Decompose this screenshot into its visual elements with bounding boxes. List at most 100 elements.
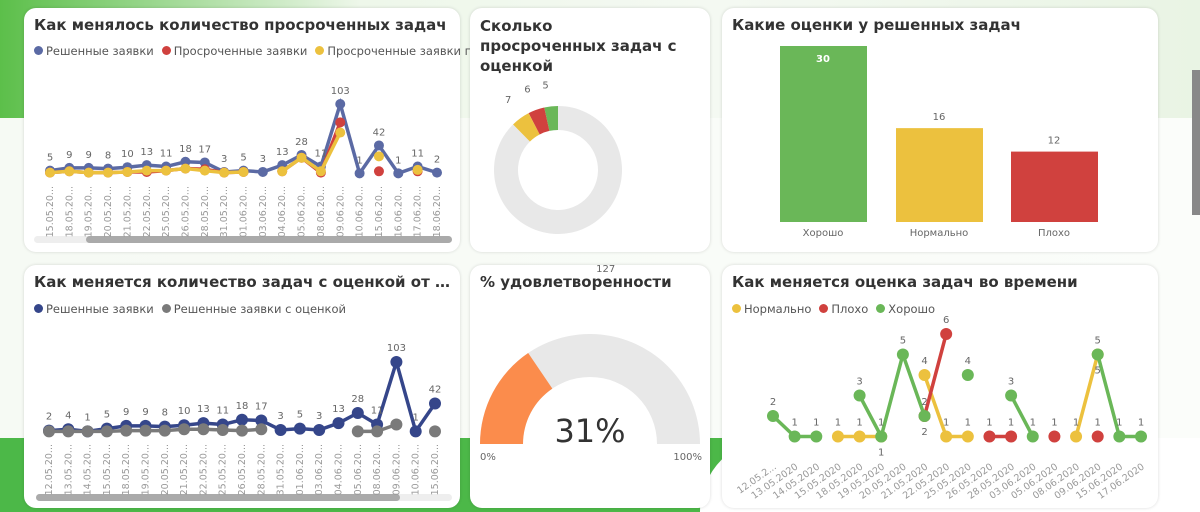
data-label: 3 <box>277 411 283 422</box>
data-label: 3 <box>316 411 322 422</box>
data-point <box>332 417 345 430</box>
data-label: 1 <box>1116 418 1122 429</box>
x-tick-label: 14.05.20... <box>83 444 94 495</box>
legend-item[interactable]: Решенные заявки с оценкой <box>161 302 346 316</box>
donut-slice <box>494 106 622 235</box>
data-point <box>81 425 94 438</box>
legend-item[interactable]: Плохо <box>819 302 868 316</box>
data-point <box>122 166 133 177</box>
legend-dot-icon <box>315 46 325 55</box>
data-label: 1 <box>943 418 949 429</box>
x-tick-label: 18.05.20... <box>121 444 132 495</box>
data-point <box>335 117 346 128</box>
x-tick-label: 05.06.20... <box>297 186 308 237</box>
legend-label: Нормально <box>744 302 812 316</box>
data-label: 13 <box>276 147 289 158</box>
rated-vs-solved-card: Как меняется количество задач с оценкой … <box>24 265 460 508</box>
data-point <box>103 167 114 178</box>
data-point <box>767 410 779 422</box>
data-point <box>1113 430 1126 443</box>
x-tick-label: 15.05.20... <box>45 186 56 237</box>
data-label: 13 <box>140 147 153 158</box>
data-label: 5 <box>1095 336 1101 347</box>
series-line <box>49 427 262 434</box>
data-point <box>429 425 441 438</box>
data-point <box>351 425 364 438</box>
data-point <box>199 165 210 176</box>
data-point <box>918 410 931 422</box>
data-label: 5 <box>240 153 246 164</box>
slice-label: 5 <box>542 80 548 91</box>
series-line <box>281 131 342 174</box>
horizontal-scrollbar[interactable] <box>36 494 452 501</box>
data-label: 10 <box>178 406 191 417</box>
x-tick-label: 05.06.20... <box>353 444 364 495</box>
data-label: 9 <box>66 150 72 161</box>
data-label: 42 <box>429 384 442 395</box>
bar <box>780 46 867 222</box>
legend-item[interactable]: Решенные заявки <box>34 44 154 58</box>
x-tick-label: 04.06.20... <box>277 186 288 237</box>
data-label: 2 <box>434 155 440 166</box>
x-tick-label: 01.06.20... <box>295 444 306 495</box>
x-tick-label: 09.06.20... <box>335 186 346 237</box>
data-point <box>315 166 326 177</box>
legend-label: Решенные заявки <box>46 302 154 316</box>
slice-label: 6 <box>524 85 530 96</box>
data-point <box>875 430 888 443</box>
x-tick-label: 15.05.20... <box>102 444 113 495</box>
data-label: 5 <box>47 153 53 164</box>
data-label: 10 <box>121 149 134 160</box>
data-label: 6 <box>943 315 949 326</box>
data-label: 42 <box>373 127 386 138</box>
overdue-tasks-card: Как менялось количество просроченных зад… <box>24 8 524 252</box>
horizontal-scrollbar[interactable] <box>34 236 452 243</box>
data-point <box>810 430 823 443</box>
data-label: 4 <box>965 356 971 367</box>
data-point <box>257 166 268 177</box>
data-point <box>412 164 423 175</box>
x-tick-label: 08.06.20... <box>316 186 327 237</box>
data-label: 2 <box>770 397 776 408</box>
x-tick-label: Плохо <box>1038 228 1070 239</box>
data-point <box>178 423 191 436</box>
ratings-over-time-card: Как меняется оценка задач во времени Нор… <box>722 265 1158 508</box>
data-point <box>961 430 974 443</box>
data-label: 8 <box>105 151 111 162</box>
data-point <box>351 406 364 419</box>
data-point <box>335 99 346 109</box>
x-tick-label: 25.05.20... <box>218 444 229 495</box>
legend: Нормально Плохо Хорошо <box>732 302 935 316</box>
x-tick-label: 22.05.20... <box>142 186 153 237</box>
side-scrollbar[interactable] <box>1192 70 1200 215</box>
gauge-min: 0% <box>480 452 496 463</box>
legend-item[interactable]: Решенные заявки <box>34 302 154 316</box>
legend-item[interactable]: Хорошо <box>876 302 935 316</box>
data-label: 1 <box>878 418 884 429</box>
data-point <box>236 413 248 426</box>
data-point <box>236 424 248 437</box>
data-point <box>216 423 229 436</box>
data-label: 13 <box>332 404 345 415</box>
x-tick-label: 12.05.20... <box>44 444 55 495</box>
gauge-max: 100% <box>673 452 702 463</box>
data-label: 1 <box>356 155 362 166</box>
data-label: 1 <box>791 418 797 429</box>
data-label: 11 <box>411 149 424 160</box>
x-tick-label: 10.06.20... <box>355 186 366 237</box>
data-point <box>120 424 133 437</box>
data-label: 1 <box>395 155 401 166</box>
data-point <box>64 166 75 177</box>
data-label: 1 <box>1138 418 1144 429</box>
data-point <box>1091 430 1104 443</box>
legend-item[interactable]: Нормально <box>732 302 811 316</box>
data-label: 28 <box>295 137 308 148</box>
data-point <box>432 167 442 178</box>
legend-item[interactable]: Просроченные заявки <box>161 44 307 58</box>
data-label: 1 <box>84 412 90 423</box>
x-tick-label: 21.05.20... <box>122 186 133 237</box>
data-label: 1 <box>986 418 992 429</box>
data-point <box>293 422 306 435</box>
data-point <box>1091 348 1104 361</box>
data-point <box>255 423 268 436</box>
